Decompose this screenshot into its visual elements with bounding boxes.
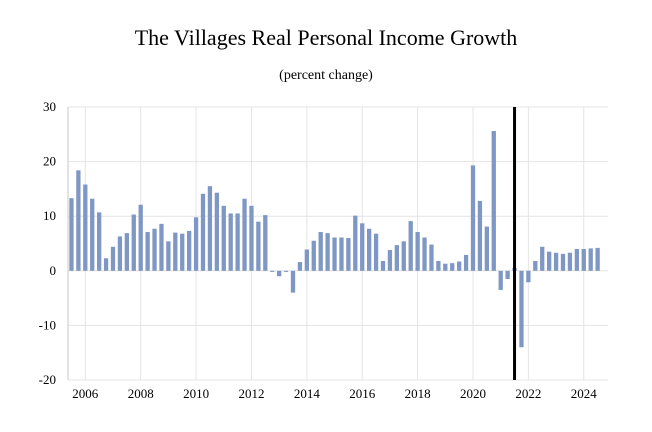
bar xyxy=(353,215,358,271)
x-tick-label: 2006 xyxy=(72,386,99,401)
bar xyxy=(581,248,586,271)
bar xyxy=(117,236,123,271)
bar xyxy=(304,249,309,271)
bar xyxy=(138,204,143,271)
bar xyxy=(339,237,344,271)
bar xyxy=(97,212,102,271)
bar xyxy=(394,245,399,271)
x-tick-labels: 2006 2008 2010 2012 2014 2016 2018 2020 2022 2024 xyxy=(72,386,597,401)
bar xyxy=(401,241,406,271)
bar xyxy=(484,226,489,271)
bar xyxy=(76,170,81,271)
bar-layer xyxy=(69,131,600,348)
bar xyxy=(90,198,95,271)
bar xyxy=(325,233,330,271)
x-tick-label: 2014 xyxy=(294,386,321,401)
bar xyxy=(207,186,213,271)
bar xyxy=(463,254,469,271)
x-tick-label: 2012 xyxy=(238,386,264,401)
bar xyxy=(526,270,531,283)
y-tick-label: -20 xyxy=(39,372,56,387)
bar xyxy=(235,213,240,271)
x-tick-label: 2018 xyxy=(405,386,431,401)
bar xyxy=(263,215,268,271)
bar xyxy=(187,230,192,271)
y-tick-label: 0 xyxy=(50,263,57,278)
bar xyxy=(422,237,427,271)
bar xyxy=(547,251,552,271)
bar xyxy=(297,262,303,271)
bar xyxy=(360,223,365,271)
bar xyxy=(214,192,219,271)
bar xyxy=(443,263,448,271)
bar xyxy=(540,246,545,271)
x-tick-label: 2010 xyxy=(183,386,209,401)
bar xyxy=(200,193,206,271)
y-tick-labels: 30 20 10 0 -10 -20 xyxy=(39,99,56,387)
x-tick-label: 2020 xyxy=(460,386,486,401)
bar xyxy=(367,228,372,271)
y-tick-label: -10 xyxy=(39,317,56,332)
x-tick-label: 2024 xyxy=(571,386,598,401)
bar xyxy=(457,261,462,271)
bar xyxy=(124,233,129,271)
bar xyxy=(408,221,413,271)
bar xyxy=(380,260,386,271)
y-tick-label: 20 xyxy=(43,154,56,169)
bar xyxy=(311,240,316,271)
bar xyxy=(450,263,455,271)
bar xyxy=(595,247,600,271)
x-tick-label: 2008 xyxy=(128,386,154,401)
bar xyxy=(346,238,351,271)
bar xyxy=(588,248,593,271)
bar xyxy=(166,241,171,271)
bar xyxy=(553,252,559,271)
bar xyxy=(242,198,247,271)
bar xyxy=(567,252,573,271)
bar xyxy=(574,248,579,271)
bar xyxy=(283,270,289,272)
y-tick-label: 10 xyxy=(43,208,56,223)
bar xyxy=(159,223,164,271)
y-tick-label: 30 xyxy=(43,99,56,114)
bar xyxy=(145,232,150,271)
bar xyxy=(477,200,483,271)
bar xyxy=(83,184,88,271)
bar xyxy=(270,270,275,272)
bar xyxy=(373,233,379,271)
bar xyxy=(69,198,74,271)
bar xyxy=(256,221,261,271)
bar xyxy=(103,258,109,271)
bar xyxy=(277,270,282,277)
bar xyxy=(498,270,503,290)
bar xyxy=(387,250,393,271)
chart-title: The Villages Real Personal Income Growth xyxy=(134,25,518,50)
bar xyxy=(318,232,323,271)
bar xyxy=(505,270,510,279)
bar xyxy=(110,246,116,271)
x-tick-label: 2022 xyxy=(515,386,541,401)
bar xyxy=(470,165,476,271)
bar xyxy=(429,244,434,271)
bar xyxy=(290,270,296,293)
bar xyxy=(131,214,136,271)
bar xyxy=(332,237,337,271)
bar xyxy=(152,228,157,271)
bar xyxy=(180,233,185,271)
bar xyxy=(221,205,226,271)
bar xyxy=(491,131,496,271)
bar xyxy=(415,232,420,271)
chart-subtitle: (percent change) xyxy=(279,68,373,83)
bar xyxy=(436,260,441,271)
bar xyxy=(193,217,199,271)
bar xyxy=(533,260,538,271)
bar xyxy=(560,253,566,271)
bar xyxy=(173,232,178,271)
bar xyxy=(519,270,524,348)
x-tick-label: 2016 xyxy=(349,386,376,401)
bar xyxy=(249,205,254,271)
bar xyxy=(228,213,233,271)
